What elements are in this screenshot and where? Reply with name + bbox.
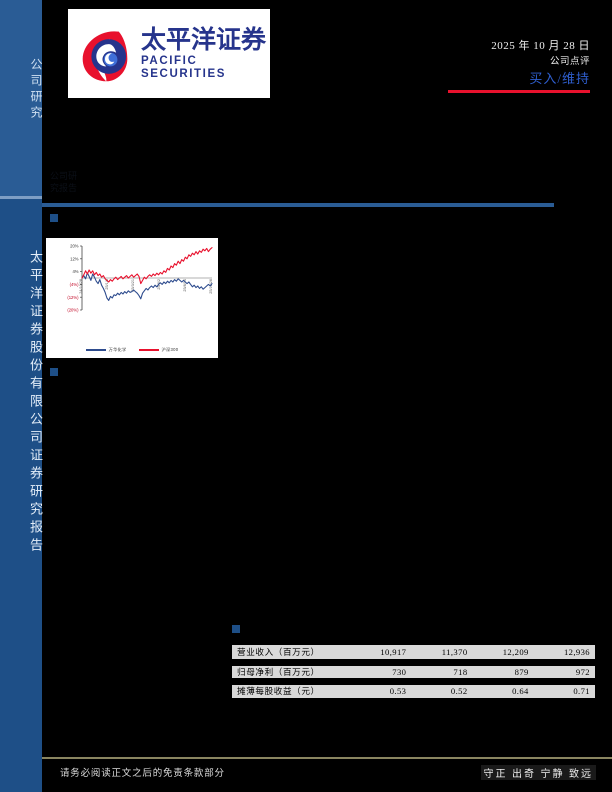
header-divider-rule: [42, 203, 554, 207]
svg-text:(12%): (12%): [67, 295, 79, 300]
table-row-label: 摊薄每股收益（元）: [232, 677, 351, 698]
brand-logo: 太平洋证券 PACIFIC SECURITIES: [68, 9, 270, 98]
page-footer: 请务必阅读正文之后的免责条款部分 守正 出奇 宁静 致远: [42, 762, 612, 782]
forecast-bullet-marker: [232, 625, 240, 633]
section-bullet-marker: [50, 368, 58, 376]
brand-name-cn: 太平洋证券: [141, 25, 267, 54]
left-sidebar: 公司研究 太平洋证券股份有限公司证券研究报告: [0, 0, 43, 792]
page-title: 公司研究报告: [50, 171, 78, 194]
table-row: 归母净利（百万元） 730 718 879 972: [232, 658, 595, 681]
svg-text:24/10/28: 24/10/28: [79, 279, 83, 294]
table-cell-value: 972: [533, 658, 595, 681]
legend-label-series-0: 万华化学: [108, 347, 127, 352]
table-cell-value: 11,370: [411, 645, 473, 662]
svg-text:(20%): (20%): [67, 308, 79, 313]
footer-disclaimer: 请务必阅读正文之后的免责条款部分: [60, 769, 225, 779]
table-row-label: 营业收入（百万元）: [232, 645, 351, 662]
brand-logo-text: 太平洋证券 PACIFIC SECURITIES: [141, 25, 270, 80]
brand-name-en: PACIFIC SECURITIES: [141, 54, 227, 80]
table-cell-value: 0.71: [533, 677, 595, 698]
header-meta: 2025 年 10 月 28 日 公司点评 买入/维持: [330, 38, 590, 93]
sidebar-top-band: [0, 0, 42, 196]
table-cell-value: 12,936: [533, 645, 595, 662]
table-row-label: 归母净利（百万元）: [232, 658, 351, 681]
table-cell-value: 0.52: [411, 677, 473, 698]
report-date: 2025 年 10 月 28 日: [491, 40, 590, 52]
legend-swatch-series-0: [85, 348, 106, 352]
table-cell-value: 10,917: [350, 645, 412, 662]
legend-item-series-0: 万华化学: [85, 347, 127, 353]
rating-underline: [448, 89, 590, 93]
rating-badge: 买入/维持: [529, 70, 590, 86]
svg-text:12%: 12%: [70, 256, 79, 261]
report-type: 公司点评: [549, 56, 590, 67]
chart-svg: 20% 12% 4% (4%) (12%) (20%) 24/10/28 25/1/8 25/3…: [67, 244, 213, 313]
table-cell-value: 718: [411, 658, 473, 681]
report-page: 太平洋证券 PACIFIC SECURITIES 2025 年 10 月 28 …: [42, 0, 612, 792]
table-row: 摊薄每股收益（元） 0.53 0.52 0.64 0.71: [232, 677, 595, 698]
svg-text:25/3/21: 25/3/21: [131, 279, 135, 292]
sidebar-label-firm-name: 太平洋证券股份有限公司证券研究报告: [28, 250, 43, 556]
sidebar-label-company-research: 公司研究: [29, 58, 43, 122]
sidebar-divider: [0, 196, 42, 199]
footer-slogan: 守正 出奇 宁静 致远: [480, 764, 596, 780]
svg-text:25/10/26: 25/10/26: [209, 279, 213, 294]
legend-label-series-1: 沪深300: [161, 347, 179, 352]
chart-plot-area: 20% 12% 4% (4%) (12%) (20%) 24/10/28 25/1/8 25/3…: [46, 238, 218, 358]
legend-swatch-series-1: [138, 348, 159, 352]
chart-legend: 万华化学 沪深300: [46, 347, 218, 353]
section-bullet-marker: [50, 214, 58, 222]
table-cell-value: 0.53: [350, 677, 412, 698]
financial-forecast-table: 营业收入（百万元） 10,917 11,370 12,209 12,936 归母净利（百万…: [232, 645, 595, 698]
svg-text:(4%): (4%): [70, 282, 79, 287]
relative-performance-chart: 20% 12% 4% (4%) (12%) (20%) 24/10/28 25/1/8 25/3…: [46, 238, 218, 358]
pacific-securities-swirl-icon: [74, 23, 136, 85]
table-cell-value: 730: [350, 658, 412, 681]
table-cell-value: 12,209: [472, 645, 534, 662]
table-row: 营业收入（百万元） 10,917 11,370 12,209 12,936: [232, 645, 595, 662]
svg-text:25/1/8: 25/1/8: [105, 279, 109, 290]
table-cell-value: 0.64: [472, 677, 534, 698]
table-cell-value: 879: [472, 658, 534, 681]
svg-text:25/8/14: 25/8/14: [183, 279, 187, 292]
svg-text:20%: 20%: [70, 244, 79, 249]
legend-item-series-1: 沪深300: [138, 347, 179, 353]
footer-divider: [42, 757, 612, 759]
svg-text:4%: 4%: [72, 269, 78, 274]
